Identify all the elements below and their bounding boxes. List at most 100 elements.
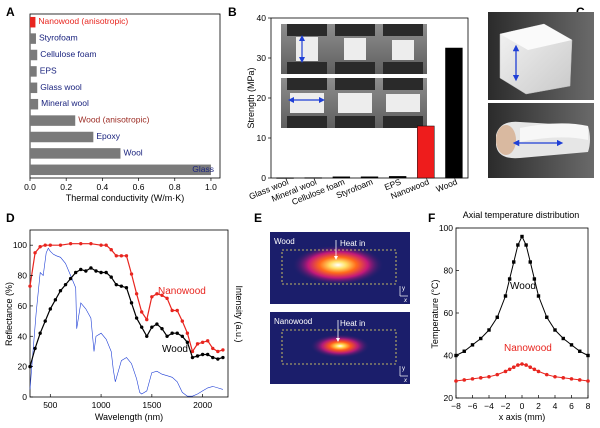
panel-d-data-point bbox=[43, 243, 47, 247]
panel-b-bar bbox=[388, 176, 407, 179]
panel-d-data-point bbox=[63, 282, 68, 287]
panel-f-data-point bbox=[536, 369, 541, 374]
panel-d-data-point bbox=[99, 270, 103, 275]
panel-d-data-point bbox=[68, 276, 73, 281]
panel-f-data-point bbox=[495, 315, 499, 319]
panel-f-data-point bbox=[516, 243, 520, 247]
panel-f-tick-label: 40 bbox=[444, 351, 454, 361]
panel-a-category-label: Styrofoam bbox=[39, 33, 78, 43]
panel-a-category-label: Glass wool bbox=[40, 82, 82, 92]
panel-label-a: A bbox=[6, 5, 15, 19]
panel-f-xlabel: x axis (mm) bbox=[499, 412, 546, 422]
panel-d-data-point bbox=[84, 269, 88, 273]
panel-a-category-label: Wood (anisotropic) bbox=[78, 115, 149, 125]
panel-f-data-point bbox=[569, 343, 574, 347]
panel-d-chart: 500 1000 1500 2000 0 20 40 60 80 100 Wavelength (… bbox=[4, 229, 244, 422]
panel-d-tick-label: 1500 bbox=[142, 400, 161, 410]
panel-b-tick-label: 0 bbox=[261, 173, 266, 183]
panel-a-category-label: Epoxy bbox=[96, 131, 120, 141]
panel-f-data-point bbox=[503, 294, 508, 298]
panel-d-data-point bbox=[170, 331, 174, 335]
panel-d-data-point bbox=[129, 272, 134, 276]
panel-label-d: D bbox=[6, 211, 15, 225]
panel-f-data-point bbox=[561, 336, 565, 341]
e-nanowood-label: Nanowood bbox=[274, 317, 312, 326]
legend-nanowood-d: Nanowood bbox=[158, 286, 206, 297]
panel-d-data-point bbox=[99, 243, 103, 247]
panel-d-data-point bbox=[190, 349, 195, 354]
panel-f-data-point bbox=[507, 277, 512, 281]
panel-f-data-point bbox=[528, 365, 533, 369]
e-heat-label-bottom: Heat in bbox=[340, 319, 365, 328]
panel-f-tick-label: −2 bbox=[501, 401, 511, 411]
panel-a-bar bbox=[30, 148, 121, 159]
e-axis-x-bottom: x bbox=[403, 378, 408, 384]
panel-a-bar bbox=[30, 82, 38, 94]
panel-d-data-point bbox=[58, 289, 63, 293]
panel-f-data-point bbox=[528, 260, 532, 264]
panel-d-data-point bbox=[38, 245, 42, 249]
panel-d-tick-label: 100 bbox=[13, 240, 27, 250]
panel-f-data-point bbox=[454, 379, 458, 383]
panel-f-tick-label: 60 bbox=[444, 308, 454, 318]
panel-d-data-point bbox=[165, 334, 169, 338]
panel-d-data-point bbox=[48, 243, 53, 247]
panel-d-data-point bbox=[119, 284, 124, 288]
panel-d-data-point bbox=[33, 251, 37, 255]
panel-d-data-point bbox=[43, 319, 47, 323]
panel-f-data-point bbox=[561, 376, 566, 380]
panel-f-data-point bbox=[569, 377, 574, 381]
panel-b-bar bbox=[276, 177, 294, 179]
panel-a-category-label: Glass bbox=[192, 164, 214, 174]
panel-f-data-point bbox=[503, 369, 508, 374]
panel-f-tick-label: 2 bbox=[536, 401, 541, 411]
panel-d-data-point bbox=[160, 326, 164, 331]
panel-d-data-point bbox=[216, 349, 220, 354]
panel-f-data-point bbox=[512, 260, 516, 264]
panel-b-bar bbox=[304, 177, 322, 179]
panel-f-ylabel: Temperature (°C) bbox=[430, 279, 440, 348]
panel-a-bar bbox=[30, 49, 38, 61]
panel-f-data-point bbox=[462, 378, 467, 382]
panel-f-data-point bbox=[520, 234, 524, 239]
panel-d-data-point bbox=[175, 331, 179, 335]
panel-b-tick-label: 30 bbox=[257, 53, 267, 63]
panel-a-category-label: Mineral wool bbox=[41, 98, 89, 108]
panel-d-data-point bbox=[129, 301, 134, 305]
panel-d-tick-label: 2000 bbox=[193, 400, 212, 410]
panel-d-data-point bbox=[195, 354, 200, 358]
panel-d-data-point bbox=[104, 243, 108, 247]
panel-d-series-line bbox=[29, 243, 224, 353]
panel-f-tick-label: 100 bbox=[439, 223, 453, 233]
panel-d-tick-label: 1000 bbox=[92, 400, 111, 410]
panel-d-tick-label: 60 bbox=[18, 301, 28, 311]
panel-d-data-point bbox=[211, 346, 215, 351]
panel-d-data-point bbox=[139, 310, 144, 314]
panel-f-data-point bbox=[577, 378, 582, 382]
panel-d-data-point bbox=[155, 322, 159, 326]
solar-spectrum-line bbox=[29, 247, 223, 397]
panel-c-photos bbox=[488, 12, 594, 178]
panel-d-data-point bbox=[38, 331, 42, 335]
compression-test-photos bbox=[281, 24, 427, 128]
panel-f-data-point bbox=[532, 367, 537, 372]
panel-d-data-point bbox=[216, 357, 220, 361]
e-heat-label-top: Heat in bbox=[340, 239, 365, 248]
panel-d-data-point bbox=[145, 334, 149, 338]
panel-d-data-point bbox=[89, 241, 93, 246]
panel-d-data-point bbox=[73, 270, 78, 275]
panel-f-data-point bbox=[487, 374, 491, 379]
panel-d-data-point bbox=[139, 325, 144, 329]
e-axis-y-bottom: y bbox=[402, 366, 405, 372]
panel-d-data-point bbox=[150, 295, 154, 299]
panel-b-ylabel: Strength (MPa) bbox=[246, 67, 256, 128]
panel-a-tick-label: 0.4 bbox=[96, 182, 108, 192]
panel-f-tick-label: −6 bbox=[468, 401, 478, 411]
panel-a-category-label: Cellulose foam bbox=[40, 49, 96, 59]
panel-d-data-point bbox=[180, 319, 185, 323]
panel-a-bar bbox=[30, 16, 36, 28]
panel-f-data-point bbox=[532, 277, 537, 281]
panel-d-data-point bbox=[33, 346, 37, 351]
